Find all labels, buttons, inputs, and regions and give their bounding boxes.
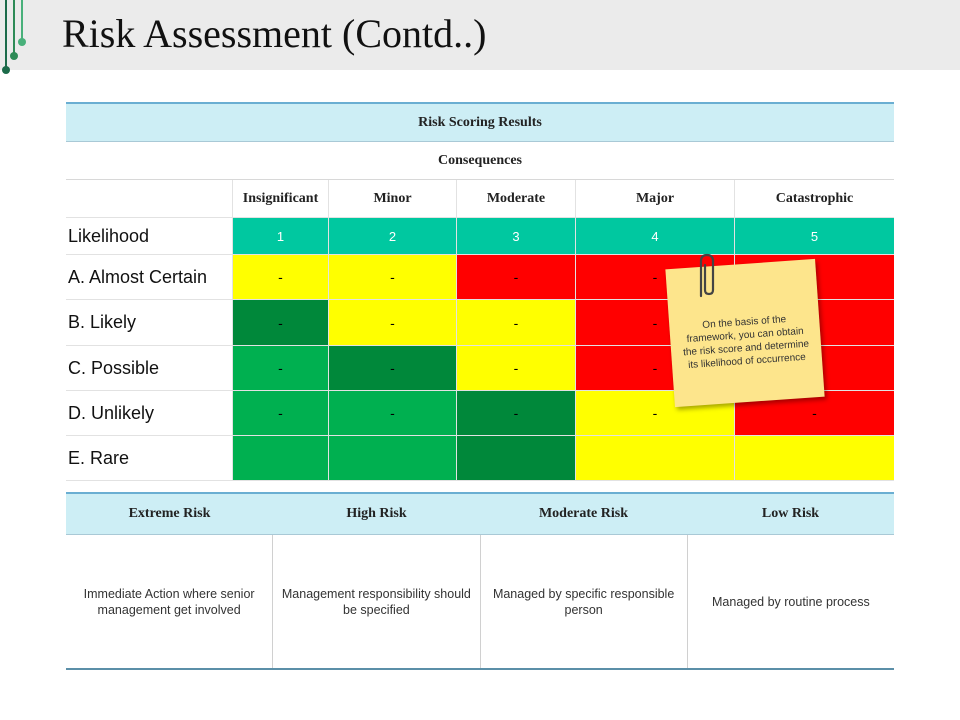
- risk-cell: -: [329, 255, 457, 300]
- risk-cell: [735, 436, 894, 481]
- likelihood-score-row: Likelihood 1 2 3 4 5: [66, 218, 894, 255]
- legend-header-row: Extreme Risk High Risk Moderate Risk Low…: [66, 492, 894, 535]
- paperclip-icon: [699, 253, 715, 298]
- column-header: Major: [576, 180, 735, 218]
- column-header: Insignificant: [233, 180, 329, 218]
- matrix-title: Risk Scoring Results: [66, 102, 894, 142]
- risk-cell: -: [329, 391, 457, 436]
- risk-cell: [576, 436, 735, 481]
- legend-description-row: Immediate Action where senior management…: [66, 535, 894, 670]
- risk-cell: -: [329, 346, 457, 391]
- likelihood-row-label: B. Likely: [66, 300, 233, 346]
- legend-description: Managed by routine process: [712, 594, 870, 609]
- likelihood-row-label: C. Possible: [66, 346, 233, 391]
- score-cell: 3: [457, 218, 576, 255]
- sticky-note-text: On the basis of the framework, you can o…: [682, 314, 810, 372]
- risk-cell: [457, 436, 576, 481]
- score-cell: 5: [735, 218, 894, 255]
- risk-cell: -: [457, 255, 576, 300]
- matrix-rows: A. Almost Certain-----B. Likely-----C. P…: [66, 255, 894, 481]
- score-cell: 2: [329, 218, 457, 255]
- sticky-note: On the basis of the framework, you can o…: [665, 258, 825, 408]
- circuit-decoration-icon: [2, 0, 26, 74]
- column-header: Catastrophic: [735, 180, 894, 218]
- corner-cell: [66, 180, 233, 218]
- legend-header: Extreme Risk: [128, 506, 211, 521]
- page-title: Risk Assessment (Contd..): [62, 11, 487, 56]
- likelihood-row-label: A. Almost Certain: [66, 255, 233, 300]
- risk-cell: -: [233, 346, 329, 391]
- matrix-subtitle: Consequences: [66, 142, 894, 180]
- likelihood-row-label: D. Unlikely: [66, 391, 233, 436]
- score-cell: 4: [576, 218, 735, 255]
- risk-matrix-table: Risk Scoring Results Consequences Insign…: [66, 102, 894, 481]
- likelihood-label: Likelihood: [66, 218, 233, 255]
- risk-cell: -: [233, 391, 329, 436]
- matrix-row: D. Unlikely - - - - -: [66, 391, 894, 436]
- legend-description: Management responsibility should be spec…: [273, 535, 481, 668]
- column-header-row: Insignificant Minor Moderate Major Catas…: [66, 180, 894, 218]
- risk-cell: -: [233, 255, 329, 300]
- risk-cell: -: [329, 300, 457, 346]
- risk-cell: -: [233, 300, 329, 346]
- risk-cell: [329, 436, 457, 481]
- risk-legend-table: Extreme Risk High Risk Moderate Risk Low…: [66, 492, 894, 670]
- legend-header: Low Risk: [761, 506, 820, 521]
- score-cell: 1: [233, 218, 329, 255]
- column-header: Moderate: [457, 180, 576, 218]
- risk-cell: [233, 436, 329, 481]
- column-header: Minor: [329, 180, 457, 218]
- legend-header: Moderate Risk: [538, 506, 629, 521]
- risk-cell: -: [457, 346, 576, 391]
- risk-cell: -: [457, 300, 576, 346]
- legend-description: Immediate Action where senior management…: [66, 535, 274, 668]
- matrix-row: E. Rare: [66, 436, 894, 481]
- risk-cell: -: [457, 391, 576, 436]
- title-bar: [0, 0, 960, 70]
- likelihood-row-label: E. Rare: [66, 436, 233, 481]
- legend-description: Managed by specific responsible person: [481, 535, 688, 668]
- legend-header: High Risk: [346, 506, 407, 521]
